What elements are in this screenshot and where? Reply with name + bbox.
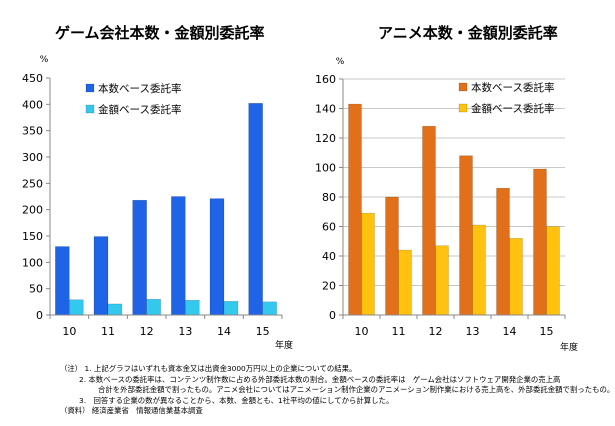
y-tick-label: 100 [22, 256, 43, 269]
bar-amount [398, 249, 412, 316]
legend-label: 金額ベース委託率 [98, 103, 181, 116]
bar-count [132, 199, 147, 316]
x-tick-label: 10 [62, 325, 76, 338]
x-tick-label: 14 [217, 325, 231, 338]
y-tick-label: 50 [29, 283, 43, 296]
legend-swatch [458, 103, 468, 113]
bar-amount [472, 224, 486, 316]
note-line: 3. 回答する企業の数が異なることから、本数、金額とも、1社平均の値にしてから計… [79, 395, 394, 405]
x-tick-label: 13 [466, 325, 480, 338]
x-tick-label: 15 [540, 325, 554, 338]
note-line: 2. 本数ベースの委託率は、コンテンツ制作数に占める外部委託本数の割合。金額ベー… [79, 374, 561, 384]
anime-chart-plot: % 0 20 40 60 80 100 120 140 160 10 11 12 13 14 15 年度 本数ベー… [315, 57, 578, 353]
bar-amount [185, 300, 200, 316]
bar-amount [262, 301, 277, 316]
chart-title: アニメ本数・金額別委託率 [378, 24, 558, 42]
y-tick-label: 300 [22, 151, 43, 164]
y-tick-label: 400 [22, 98, 43, 111]
legend-swatch [458, 82, 468, 92]
bar-amount [361, 212, 375, 316]
legend-swatch [85, 83, 95, 93]
x-tick-label: 14 [503, 325, 517, 338]
y-tick-label: 160 [315, 73, 336, 86]
y-axis-unit: % [40, 55, 49, 65]
bar-amount [509, 238, 523, 316]
bar-count [496, 187, 510, 316]
y-tick-label: 250 [22, 177, 43, 190]
x-tick-label: 11 [392, 325, 406, 338]
bar-count [55, 246, 70, 316]
x-tick-label: 12 [140, 325, 154, 338]
legend-label: 本数ベース委託率 [98, 82, 181, 95]
bar-count [93, 236, 109, 316]
y-tick-label: 120 [315, 132, 336, 145]
note-line: （資料） 経済産業省 情報通信業基本調査 [60, 406, 203, 416]
x-tick-label: 12 [429, 325, 443, 338]
bar-amount [223, 301, 239, 316]
y-tick-label: 80 [322, 191, 336, 204]
anime-chart: アニメ本数・金額別委託率 % 0 20 40 60 80 100 120 140 160 10 11 1… [305, 0, 615, 360]
bar-amount [435, 245, 449, 316]
y-tick-label: 200 [22, 204, 43, 217]
legend-swatch [85, 104, 95, 114]
y-tick-label: 100 [315, 162, 336, 175]
footnotes: （注） 1. 上記グラフはいずれも資本金又は出資金3000万円以上の企業について… [60, 364, 615, 417]
x-tick-label: 15 [256, 325, 270, 338]
y-tick-label: 450 [22, 72, 43, 85]
note-line: （注） 1. 上記グラフはいずれも資本金又は出資金3000万円以上の企業について… [60, 364, 357, 373]
bar-count [348, 103, 362, 316]
x-tick-label: 11 [101, 325, 115, 338]
bar-amount [146, 298, 161, 316]
bar-count [385, 196, 399, 316]
x-tick-label: 13 [178, 325, 192, 338]
x-axis-label: 年度 [560, 341, 578, 353]
y-tick-label: 0 [36, 309, 43, 322]
bar-count [171, 196, 186, 316]
bar-amount [546, 226, 560, 316]
y-tick-label: 20 [322, 280, 336, 293]
y-tick-label: 0 [329, 309, 336, 322]
bar-count [459, 155, 473, 316]
bar-count [422, 125, 436, 316]
y-tick-label: 140 [315, 103, 336, 116]
game-chart: ゲーム会社本数・金額別委託率 % 0 50 100 150 200 250 300 350 400… [0, 0, 300, 360]
legend-label: 本数ベース委託率 [471, 81, 554, 94]
bar-amount [69, 299, 84, 316]
bar-amount [107, 303, 123, 316]
note-line: 合計を外部委託金額で割ったもの。アニメ会社についてはアニメーション制作企業のアニ… [98, 385, 615, 395]
x-axis-label: 年度 [275, 339, 293, 351]
game-chart-plot: % 0 50 100 150 200 250 300 350 400 450 10 11 12 13 14 15… [22, 55, 293, 351]
y-axis-unit: % [336, 57, 345, 67]
bar-count [209, 198, 225, 316]
bar-count [248, 103, 263, 316]
chart-title: ゲーム会社本数・金額別委託率 [55, 24, 265, 42]
bar-count [533, 168, 547, 316]
y-tick-label: 350 [22, 125, 43, 138]
x-tick-label: 10 [355, 325, 369, 338]
y-tick-label: 40 [322, 250, 336, 263]
y-tick-label: 60 [322, 221, 336, 234]
y-tick-label: 150 [22, 230, 43, 243]
legend-label: 金額ベース委託率 [471, 102, 554, 115]
